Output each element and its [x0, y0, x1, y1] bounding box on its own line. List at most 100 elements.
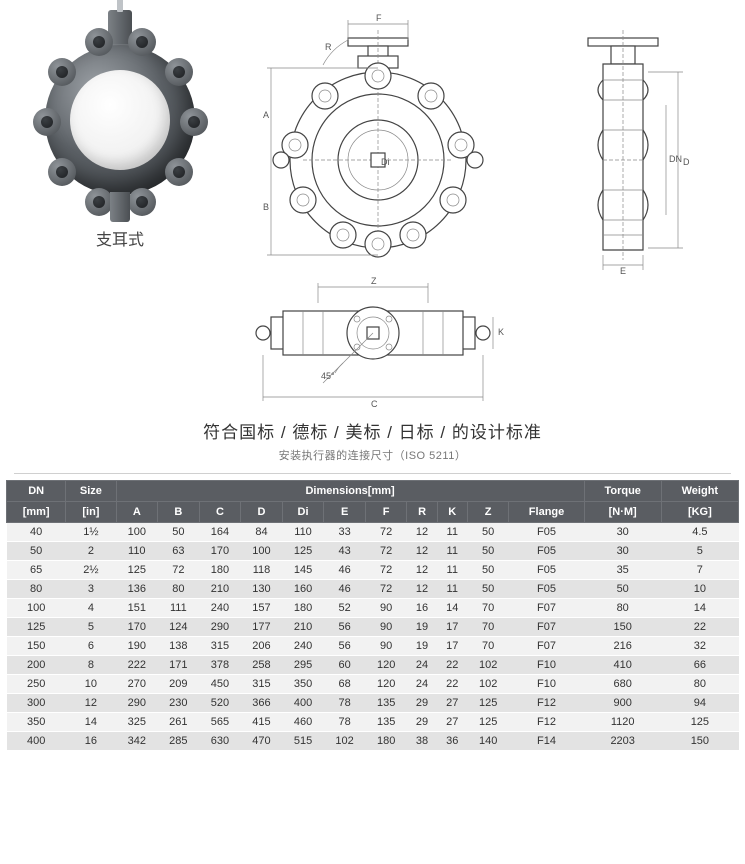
render-3d: 支耳式: [20, 10, 220, 275]
th-B: B: [158, 502, 200, 523]
valve-3d-graphic: [30, 10, 210, 220]
table-cell: 110: [282, 523, 324, 542]
table-row: 400163422856304705151021803836140F142203…: [7, 732, 739, 751]
th-R: R: [407, 502, 437, 523]
table-cell: 258: [241, 656, 283, 675]
table-row: 803136802101301604672121150F055010: [7, 580, 739, 599]
table-cell: 4.5: [661, 523, 738, 542]
table-cell: 450: [199, 675, 241, 694]
table-cell: 410: [584, 656, 661, 675]
table-cell: 240: [199, 599, 241, 618]
table-cell: 40: [7, 523, 66, 542]
valve-lug: [180, 108, 208, 136]
table-cell: 70: [467, 618, 509, 637]
table-cell: 565: [199, 713, 241, 732]
table-cell: F12: [509, 713, 584, 732]
table-cell: 16: [407, 599, 437, 618]
table-cell: 290: [116, 694, 158, 713]
valve-lug: [33, 108, 61, 136]
table-cell: 4: [66, 599, 116, 618]
dim-K: K: [498, 327, 504, 337]
table-cell: F10: [509, 656, 584, 675]
table-cell: 11: [437, 523, 467, 542]
table-cell: 160: [282, 580, 324, 599]
table-row: 2008222171378258295601202422102F1041066: [7, 656, 739, 675]
table-cell: 124: [158, 618, 200, 637]
table-cell: 125: [467, 694, 509, 713]
table-cell: 16: [66, 732, 116, 751]
table-cell: 72: [158, 561, 200, 580]
heading-sub: 安装执行器的连接尺寸（ISO 5211）: [0, 447, 745, 463]
table-cell: 216: [584, 637, 661, 656]
table-cell: 190: [116, 637, 158, 656]
valve-lug: [165, 58, 193, 86]
table-cell: F10: [509, 675, 584, 694]
th-Di: Di: [282, 502, 324, 523]
table-cell: 72: [365, 542, 407, 561]
table-cell: 70: [467, 599, 509, 618]
table-cell: 378: [199, 656, 241, 675]
table-cell: 17: [437, 618, 467, 637]
table-cell: 470: [241, 732, 283, 751]
side-view: D DN E: [545, 10, 725, 275]
th-mm: [mm]: [7, 502, 66, 523]
table-row: 15061901383152062405690191770F0721632: [7, 637, 739, 656]
table-cell: F12: [509, 694, 584, 713]
table-head: DN Size Dimensions[mm] Torque Weight [mm…: [7, 481, 739, 523]
table-cell: 94: [661, 694, 738, 713]
table-cell: F07: [509, 618, 584, 637]
table-cell: 5: [661, 542, 738, 561]
table-cell: 72: [365, 580, 407, 599]
table-cell: 50: [7, 542, 66, 561]
dim-E: E: [620, 266, 626, 275]
table-cell: 24: [407, 656, 437, 675]
table-cell: 222: [116, 656, 158, 675]
table-cell: 177: [241, 618, 283, 637]
th-A: A: [116, 502, 158, 523]
table-cell: F05: [509, 542, 584, 561]
table-cell: 295: [282, 656, 324, 675]
table-cell: 30: [584, 542, 661, 561]
dim-Z: Z: [371, 276, 377, 286]
table-cell: 35: [584, 561, 661, 580]
table-cell: 56: [324, 618, 366, 637]
table-cell: 171: [158, 656, 200, 675]
table-row: 401½10050164841103372121150F05304.5: [7, 523, 739, 542]
table-cell: 65: [7, 561, 66, 580]
table-cell: 209: [158, 675, 200, 694]
table-cell: 630: [199, 732, 241, 751]
dim-B: B: [263, 202, 269, 212]
table-cell: 56: [324, 637, 366, 656]
table-cell: 17: [437, 637, 467, 656]
table-cell: 200: [7, 656, 66, 675]
table-cell: 1½: [66, 523, 116, 542]
table-cell: 50: [467, 523, 509, 542]
table-cell: 2: [66, 542, 116, 561]
table-cell: 120: [365, 656, 407, 675]
table-cell: 50: [467, 561, 509, 580]
table-cell: 11: [437, 561, 467, 580]
table-cell: 100: [116, 523, 158, 542]
table-cell: 90: [365, 599, 407, 618]
dim-angle: 45°: [321, 371, 335, 381]
table-cell: 151: [116, 599, 158, 618]
table-cell: F05: [509, 523, 584, 542]
table-cell: 230: [158, 694, 200, 713]
table-cell: 70: [467, 637, 509, 656]
table-cell: 19: [407, 637, 437, 656]
table-cell: 210: [199, 580, 241, 599]
th-weight: Weight: [661, 481, 738, 502]
th-Flange: Flange: [509, 502, 584, 523]
table-cell: 125: [282, 542, 324, 561]
table-cell: F14: [509, 732, 584, 751]
table-cell: 12: [407, 542, 437, 561]
table-cell: 72: [365, 523, 407, 542]
table-cell: 164: [199, 523, 241, 542]
table-cell: 125: [116, 561, 158, 580]
table-cell: 315: [241, 675, 283, 694]
dim-F: F: [376, 13, 382, 23]
headings: 符合国标 / 德标 / 美标 / 日标 / 的设计标准 安装执行器的连接尺寸（I…: [0, 418, 745, 463]
table-row: 35014325261565415460781352927125F1211201…: [7, 713, 739, 732]
table-cell: 84: [241, 523, 283, 542]
table-cell: 12: [407, 561, 437, 580]
